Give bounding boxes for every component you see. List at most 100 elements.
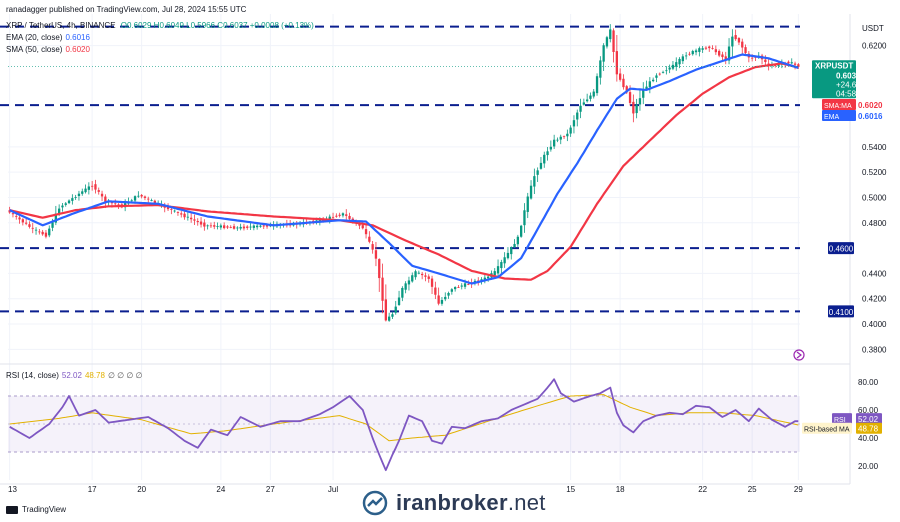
sma-label: SMA (50, close) (6, 45, 63, 54)
candle (437, 287, 440, 306)
candle-body (717, 50, 721, 56)
candle-body (708, 46, 711, 49)
currency-label: USDT (862, 24, 884, 33)
candle-body (203, 222, 206, 227)
watermark-name: iranbroker (396, 490, 508, 515)
sma-legend[interactable]: SMA (50, close) 0.6020 (6, 44, 93, 55)
candle (622, 74, 625, 90)
rsi-tick-label: 60.00 (858, 406, 879, 415)
candles (8, 24, 800, 322)
alert-icon-circle (793, 349, 805, 361)
candle (546, 146, 549, 161)
candle-body (688, 53, 691, 55)
candle-body (249, 226, 252, 228)
candle-body (467, 284, 470, 285)
rsi-tick-label: 20.00 (858, 462, 879, 471)
candle-body (414, 271, 417, 278)
ema-value: 0.6016 (65, 33, 90, 42)
candle (447, 291, 450, 299)
candle (678, 57, 681, 69)
rsi-ma-line (9, 394, 799, 442)
candle-body (335, 215, 338, 217)
time-tick-label: 15 (566, 485, 575, 494)
price-tick-label: 0.4400 (862, 269, 887, 278)
candle (609, 24, 612, 43)
candle-body (117, 204, 120, 206)
candle-body (447, 292, 450, 296)
price-tags: 0.57300.46000.4100XRPUSDT0.6037+24.65%04… (8, 60, 883, 434)
broker-logo-icon (362, 490, 388, 516)
candle (642, 82, 645, 105)
candle-body (378, 259, 381, 279)
time-tick-label: Jul (328, 485, 338, 494)
candle (510, 246, 513, 260)
candle-body (569, 127, 572, 134)
candle (41, 229, 44, 236)
price-tick-label: 0.5200 (862, 168, 887, 177)
candle (378, 258, 381, 292)
candle (232, 223, 236, 230)
candle-body (628, 92, 632, 103)
sma50-line (9, 62, 799, 281)
candle (397, 290, 401, 306)
candle-body (137, 195, 140, 197)
candle-body (493, 271, 496, 276)
candle (516, 234, 520, 247)
candle-body (572, 120, 576, 127)
ema-label: EMA (20, close) (6, 33, 63, 42)
candle-body (704, 47, 708, 49)
ema-tag: EMA 0.6016 (822, 110, 883, 121)
candle (744, 44, 747, 55)
axes: USDT 0.6200 0.5400 0.5200 0.5000 0.4800 0.4400… (8, 24, 887, 494)
candle (737, 37, 741, 45)
candle-body (51, 222, 54, 228)
tradingview-brand[interactable]: TradingView (6, 505, 66, 514)
candle-body (48, 228, 51, 236)
candle (364, 224, 368, 239)
candle-body (183, 213, 186, 218)
candle (579, 98, 582, 119)
candle (529, 180, 533, 200)
candle (760, 53, 764, 65)
candle (246, 225, 249, 230)
candle (701, 45, 704, 53)
candle (242, 223, 246, 231)
candle-body (180, 213, 183, 215)
rsi-legend[interactable]: RSI (14, close) 52.02 48.78 ∅ ∅ ∅ ∅ (6, 370, 146, 381)
candle-body (331, 216, 335, 218)
candle (199, 217, 203, 228)
candle-body (595, 76, 599, 94)
candle-body (523, 210, 526, 226)
sma-value: 0.6020 (65, 45, 90, 54)
candle-body (130, 200, 133, 202)
candle-body (196, 220, 199, 223)
candle-body (140, 194, 143, 197)
time-tick-label: 22 (698, 485, 707, 494)
candle-body (189, 217, 193, 220)
candle-body (24, 222, 28, 224)
candle (747, 51, 751, 63)
candle (381, 263, 384, 314)
candle (77, 190, 81, 201)
candle (193, 214, 196, 226)
ema-legend[interactable]: EMA (20, close) 0.6016 (6, 32, 93, 43)
rsi-tick-label: 40.00 (858, 434, 879, 443)
candle-body (206, 225, 209, 227)
candle (552, 134, 556, 150)
last-price-tag-bg (812, 60, 856, 99)
candle-body (658, 73, 661, 75)
candle-body (625, 86, 628, 93)
candle-body (411, 275, 414, 282)
candle-body (265, 224, 269, 227)
candle-body (110, 202, 114, 204)
candle-body (602, 45, 605, 62)
candle (71, 194, 74, 205)
candle-body (246, 226, 249, 228)
candle (592, 88, 595, 99)
candle (658, 72, 661, 76)
symbol-legend[interactable]: XRP / TetherUS, 4h, BINANCE O0.6029 H0.6… (6, 20, 317, 31)
candle (414, 269, 417, 280)
candle (183, 210, 186, 220)
candle-body (216, 226, 219, 228)
